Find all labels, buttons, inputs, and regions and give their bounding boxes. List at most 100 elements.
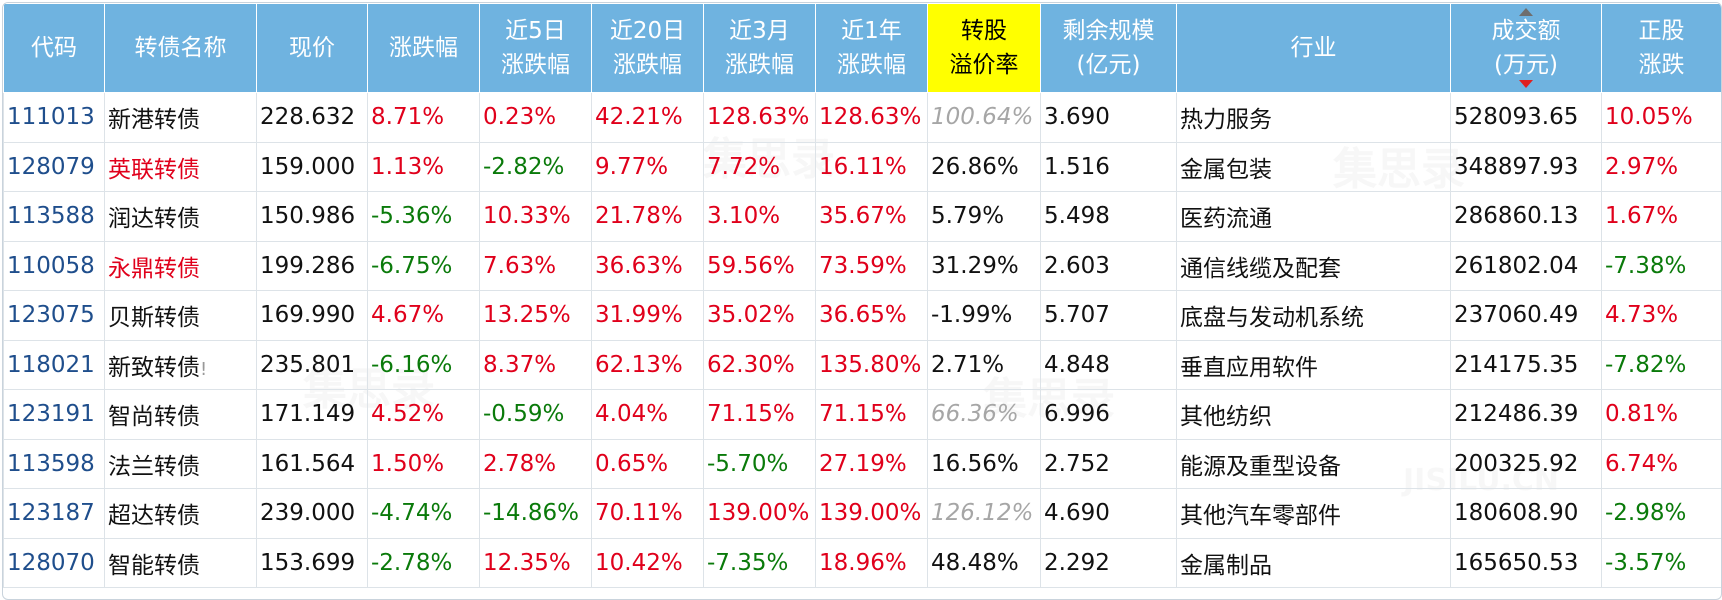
cell-code[interactable]: 123075 bbox=[3, 290, 105, 341]
cell-name[interactable]: 新港转债 bbox=[104, 92, 257, 143]
cell-change-1y: 73.59% bbox=[815, 240, 928, 291]
cell-change-1y: 135.80% bbox=[815, 339, 928, 390]
cell-change-3m: -7.35% bbox=[703, 537, 816, 588]
bond-name[interactable]: 永鼎转债 bbox=[108, 255, 200, 282]
bond-name[interactable]: 新港转债 bbox=[108, 107, 200, 134]
cell-remaining-size: 2.292 bbox=[1040, 537, 1177, 588]
table-row[interactable]: 111013 新港转债 228.632 8.71% 0.23% 42.21% 128.63%… bbox=[3, 92, 1721, 143]
col-code[interactable]: 代码 bbox=[3, 3, 105, 93]
table-row[interactable]: 128079 英联转债 159.000 1.13% -2.82% 9.77% 7.72% 16… bbox=[3, 141, 1721, 192]
cell-price: 199.286 bbox=[256, 240, 368, 291]
cell-name[interactable]: 法兰转债 bbox=[104, 438, 257, 489]
cell-conversion-premium: 2.71% bbox=[927, 339, 1041, 390]
col-price[interactable]: 现价 bbox=[256, 3, 368, 93]
col-stock-change[interactable]: 正股 涨跌 bbox=[1601, 3, 1721, 93]
cell-remaining-size: 1.516 bbox=[1040, 141, 1177, 192]
cell-volume: 180608.90 bbox=[1450, 488, 1602, 539]
cell-industry: 其他汽车零部件 bbox=[1176, 488, 1451, 539]
cell-industry: 底盘与发动机系统 bbox=[1176, 290, 1451, 341]
cell-change-5d: 12.35% bbox=[479, 537, 592, 588]
col-conversion-premium[interactable]: 转股 溢价率 bbox=[927, 3, 1041, 93]
col-change[interactable]: 涨跌幅 bbox=[367, 3, 480, 93]
cell-price: 169.990 bbox=[256, 290, 368, 341]
cell-stock-change: 0.81% bbox=[1601, 389, 1721, 440]
cell-stock-change: -7.38% bbox=[1601, 240, 1721, 291]
cell-industry: 其他纺织 bbox=[1176, 389, 1451, 440]
bond-name[interactable]: 英联转债 bbox=[108, 156, 200, 183]
cell-change-20d: 10.42% bbox=[591, 537, 704, 588]
cell-volume: 214175.35 bbox=[1450, 339, 1602, 390]
table-row[interactable]: 123075 贝斯转债 169.990 4.67% 13.25% 31.99% 35.02%… bbox=[3, 290, 1721, 341]
cell-remaining-size: 5.707 bbox=[1040, 290, 1177, 341]
cell-code[interactable]: 113598 bbox=[3, 438, 105, 489]
cell-name[interactable]: 英联转债 bbox=[104, 141, 257, 192]
col-industry[interactable]: 行业 bbox=[1176, 3, 1451, 93]
cell-change-1y: 36.65% bbox=[815, 290, 928, 341]
col-volume[interactable]: 成交额 (万元) bbox=[1450, 3, 1602, 93]
cell-change-5d: 2.78% bbox=[479, 438, 592, 489]
cell-volume: 200325.92 bbox=[1450, 438, 1602, 489]
table-row[interactable]: 113588 润达转债 150.986 -5.36% 10.33% 21.78% 3.10%… bbox=[3, 191, 1721, 242]
cell-change-20d: 70.11% bbox=[591, 488, 704, 539]
warning-badge-icon: ! bbox=[200, 358, 208, 380]
cell-name[interactable]: 超达转债 bbox=[104, 488, 257, 539]
table-row[interactable]: 113598 法兰转债 161.564 1.50% 2.78% 0.65% -5.70% 27… bbox=[3, 438, 1721, 489]
col-change-1y[interactable]: 近1年 涨跌幅 bbox=[815, 3, 928, 93]
table-row[interactable]: 123191 智尚转债 171.149 4.52% -0.59% 4.04% 71.15% 7… bbox=[3, 389, 1721, 440]
cell-conversion-premium: 26.86% bbox=[927, 141, 1041, 192]
cell-industry: 医药流通 bbox=[1176, 191, 1451, 242]
cell-stock-change: -2.98% bbox=[1601, 488, 1721, 539]
cell-code[interactable]: 111013 bbox=[3, 92, 105, 143]
bond-name[interactable]: 润达转债 bbox=[108, 206, 200, 233]
col-change-3m[interactable]: 近3月 涨跌幅 bbox=[703, 3, 816, 93]
cell-stock-change: 1.67% bbox=[1601, 191, 1721, 242]
cell-price: 228.632 bbox=[256, 92, 368, 143]
col-change-5d[interactable]: 近5日 涨跌幅 bbox=[479, 3, 592, 93]
cell-code[interactable]: 118021 bbox=[3, 339, 105, 390]
cell-name[interactable]: 润达转债 bbox=[104, 191, 257, 242]
col-remaining-size[interactable]: 剩余规模 (亿元) bbox=[1040, 3, 1177, 93]
cell-code[interactable]: 128079 bbox=[3, 141, 105, 192]
cell-name[interactable]: 贝斯转债 bbox=[104, 290, 257, 341]
cell-remaining-size: 2.603 bbox=[1040, 240, 1177, 291]
cell-change-20d: 62.13% bbox=[591, 339, 704, 390]
cell-change-3m: 59.56% bbox=[703, 240, 816, 291]
bond-name[interactable]: 新致转债 bbox=[108, 354, 200, 381]
cell-stock-change: -3.57% bbox=[1601, 537, 1721, 588]
col-change-20d[interactable]: 近20日 涨跌幅 bbox=[591, 3, 704, 93]
cell-change-3m: 7.72% bbox=[703, 141, 816, 192]
cell-change-3m: 62.30% bbox=[703, 339, 816, 390]
cell-industry: 金属包装 bbox=[1176, 141, 1451, 192]
cell-code[interactable]: 113588 bbox=[3, 191, 105, 242]
cell-code[interactable]: 110058 bbox=[3, 240, 105, 291]
cell-name[interactable]: 智尚转债 bbox=[104, 389, 257, 440]
cell-remaining-size: 4.690 bbox=[1040, 488, 1177, 539]
bond-name[interactable]: 智尚转债 bbox=[108, 404, 200, 431]
table-row[interactable]: 118021 新致转债! 235.801 -6.16% 8.37% 62.13% 62.30… bbox=[3, 339, 1721, 390]
cell-code[interactable]: 123187 bbox=[3, 488, 105, 539]
bond-name[interactable]: 法兰转债 bbox=[108, 453, 200, 480]
bond-name[interactable]: 贝斯转债 bbox=[108, 305, 200, 332]
cell-name[interactable]: 永鼎转债 bbox=[104, 240, 257, 291]
cell-change-20d: 36.63% bbox=[591, 240, 704, 291]
bond-name[interactable]: 超达转债 bbox=[108, 503, 200, 530]
cell-change-5d: -14.86% bbox=[479, 488, 592, 539]
table-row[interactable]: 128070 智能转债 153.699 -2.78% 12.35% 10.42% -7.35… bbox=[3, 537, 1721, 588]
cell-change-1y: 18.96% bbox=[815, 537, 928, 588]
cell-code[interactable]: 128070 bbox=[3, 537, 105, 588]
bond-name[interactable]: 智能转债 bbox=[108, 552, 200, 579]
cell-change-3m: 71.15% bbox=[703, 389, 816, 440]
cell-change-20d: 4.04% bbox=[591, 389, 704, 440]
cell-conversion-premium: 5.79% bbox=[927, 191, 1041, 242]
cell-price: 235.801 bbox=[256, 339, 368, 390]
col-name[interactable]: 转债名称 bbox=[104, 3, 257, 93]
cell-industry: 热力服务 bbox=[1176, 92, 1451, 143]
table-row[interactable]: 110058 永鼎转债 199.286 -6.75% 7.63% 36.63% 59.56%… bbox=[3, 240, 1721, 291]
cell-code[interactable]: 123191 bbox=[3, 389, 105, 440]
cell-change-1y: 139.00% bbox=[815, 488, 928, 539]
cell-name[interactable]: 智能转债 bbox=[104, 537, 257, 588]
cell-name[interactable]: 新致转债! bbox=[104, 339, 257, 390]
header-row: 代码 转债名称 现价 涨跌幅 近5日 涨跌幅 近20日 涨跌幅 近3月 涨跌幅 近1年… bbox=[3, 3, 1721, 93]
cell-volume: 212486.39 bbox=[1450, 389, 1602, 440]
table-row[interactable]: 123187 超达转债 239.000 -4.74% -14.86% 70.11% 139.… bbox=[3, 488, 1721, 539]
